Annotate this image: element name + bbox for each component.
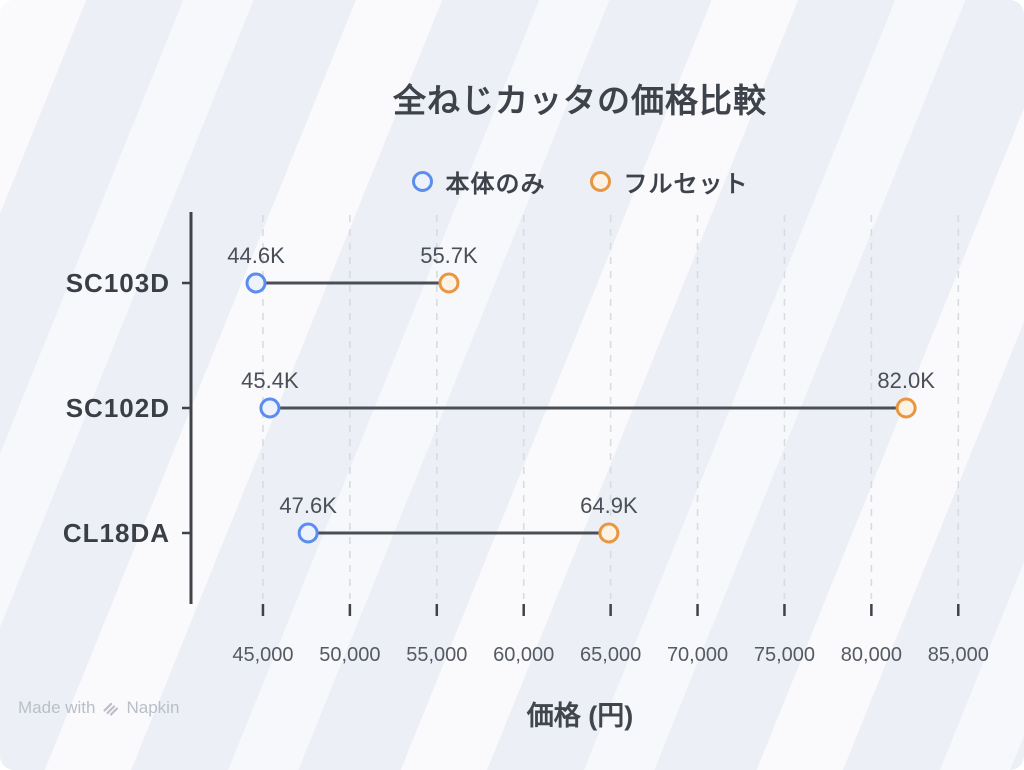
- napkin-logo-icon: [103, 702, 119, 716]
- legend-item-1: フルセット: [589, 164, 749, 199]
- watermark-prefix: Made with: [18, 698, 96, 717]
- x-axis-title: 価格 (円): [526, 701, 634, 731]
- legend: 本体のみ フルセット: [150, 164, 1010, 199]
- x-tick-label: 65,000: [580, 644, 641, 666]
- x-tick-label: 85,000: [928, 644, 989, 666]
- x-tick-label: 70,000: [667, 644, 728, 666]
- x-tick-label: 50,000: [319, 644, 380, 666]
- data-point: [259, 397, 281, 419]
- x-tick-label: 80,000: [841, 644, 902, 666]
- x-tick-label: 45,000: [232, 644, 293, 666]
- x-tick-label: 55,000: [406, 644, 467, 666]
- data-point: [438, 272, 460, 294]
- x-tick-label: 75,000: [754, 644, 815, 666]
- legend-item-0: 本体のみ: [411, 164, 546, 199]
- legend-marker-icon: [411, 171, 433, 192]
- value-label: 55.7K: [420, 243, 478, 268]
- legend-marker-icon: [589, 171, 611, 192]
- data-point: [598, 522, 620, 544]
- category-label: CL18DA: [63, 518, 170, 548]
- x-tick-label: 60,000: [493, 644, 554, 666]
- value-label: 82.0K: [877, 368, 935, 393]
- value-label: 44.6K: [227, 243, 285, 268]
- chart-title: 全ねじカッタの価格比較: [393, 82, 767, 119]
- legend-label: フルセット: [623, 171, 749, 198]
- category-label: SC102D: [66, 393, 170, 423]
- data-point: [297, 522, 319, 544]
- watermark-brand: Napkin: [126, 698, 180, 717]
- value-label: 45.4K: [241, 368, 299, 393]
- data-point: [895, 397, 917, 419]
- watermark: Made with Napkin: [18, 698, 179, 718]
- category-label: SC103D: [66, 268, 170, 298]
- value-label: 47.6K: [279, 493, 337, 518]
- data-point: [245, 272, 267, 294]
- value-label: 64.9K: [580, 493, 638, 518]
- legend-label: 本体のみ: [445, 171, 546, 198]
